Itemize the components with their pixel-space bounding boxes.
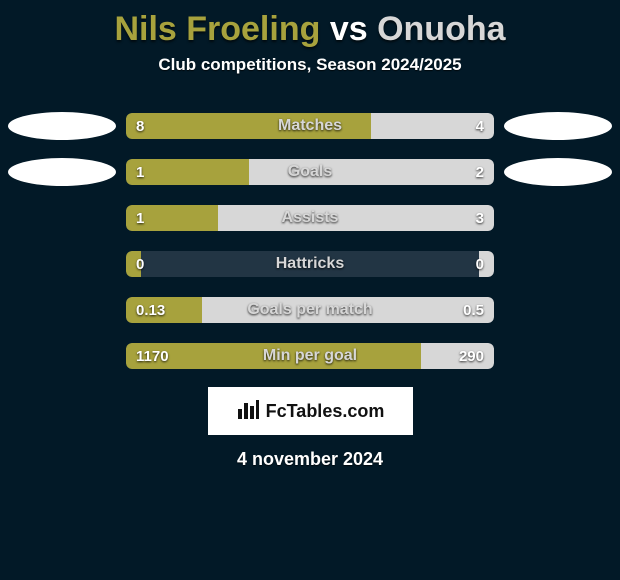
right-ellipse bbox=[504, 158, 612, 186]
stat-bar: 00Hattricks bbox=[126, 251, 494, 277]
stat-bar: 12Goals bbox=[126, 159, 494, 185]
left-ellipse bbox=[8, 112, 116, 140]
metric-label: Assists bbox=[126, 209, 494, 227]
stat-bar: 84Matches bbox=[126, 113, 494, 139]
vs-label: vs bbox=[330, 10, 377, 48]
stat-row: 13Assists bbox=[0, 195, 620, 241]
player2-name: Onuoha bbox=[377, 10, 505, 48]
stat-bar: 1170290Min per goal bbox=[126, 343, 494, 369]
metric-label: Matches bbox=[126, 117, 494, 135]
stat-row: 00Hattricks bbox=[0, 241, 620, 287]
metric-label: Goals bbox=[126, 163, 494, 181]
stat-rows: 84Matches 12Goals 13Assists 00Hattricks 0.13… bbox=[0, 103, 620, 379]
right-ellipse bbox=[504, 112, 612, 140]
comparison-title: Nils Froeling vs Onuoha bbox=[0, 0, 620, 55]
left-ellipse bbox=[8, 158, 116, 186]
stat-bar: 13Assists bbox=[126, 205, 494, 231]
metric-label: Min per goal bbox=[126, 347, 494, 365]
player1-name: Nils Froeling bbox=[114, 10, 320, 48]
brand-text: FcTables.com bbox=[266, 401, 385, 422]
stat-row: 1170290Min per goal bbox=[0, 333, 620, 379]
brand-badge: FcTables.com bbox=[208, 387, 413, 435]
metric-label: Goals per match bbox=[126, 301, 494, 319]
stat-row: 12Goals bbox=[0, 149, 620, 195]
stat-bar: 0.130.5Goals per match bbox=[126, 297, 494, 323]
date-stamp: 4 november 2024 bbox=[0, 449, 620, 470]
bars-icon bbox=[236, 397, 260, 426]
subtitle: Club competitions, Season 2024/2025 bbox=[0, 55, 620, 75]
stat-row: 0.130.5Goals per match bbox=[0, 287, 620, 333]
stat-row: 84Matches bbox=[0, 103, 620, 149]
metric-label: Hattricks bbox=[126, 255, 494, 273]
